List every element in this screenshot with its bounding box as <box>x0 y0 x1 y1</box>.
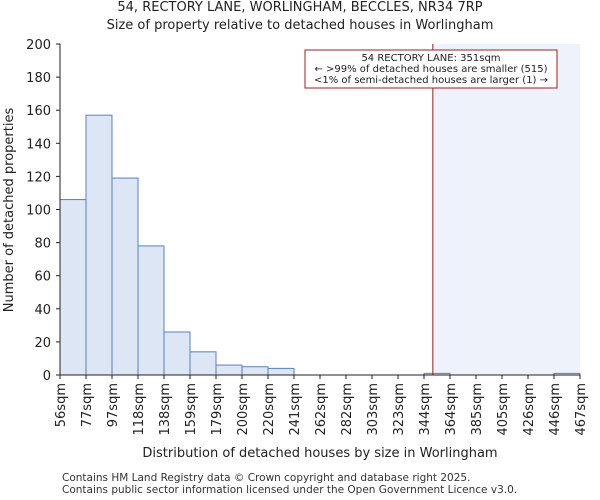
y-tick-label: 140 <box>26 137 51 152</box>
y-tick-label: 80 <box>34 237 51 252</box>
x-tick-label: 179sqm <box>210 383 225 436</box>
annotation-line-2: ← >99% of detached houses are smaller (5… <box>314 64 547 75</box>
x-tick-label: 118sqm <box>132 383 147 436</box>
x-tick-label: 303sqm <box>366 383 381 436</box>
x-tick-label: 159sqm <box>184 383 199 436</box>
bar-118sqm <box>137 245 165 376</box>
chart-subtitle: Size of property relative to detached ho… <box>106 18 494 33</box>
x-tick-label: 220sqm <box>262 383 277 436</box>
x-axis-label: Distribution of detached houses by size … <box>142 446 497 461</box>
annotation-line-3: <1% of semi-detached houses are larger (… <box>314 75 548 86</box>
bar-179sqm <box>215 364 243 376</box>
y-tick-label: 60 <box>34 270 51 285</box>
y-axis-label: Number of detached properties <box>2 108 17 313</box>
x-tick-label: 385sqm <box>470 383 485 436</box>
bar-138sqm <box>163 331 191 376</box>
y-tick-label: 0 <box>43 369 51 384</box>
x-tick-label: 138sqm <box>158 383 173 436</box>
chart-title: 54, RECTORY LANE, WORLINGHAM, BECCLES, N… <box>117 0 483 15</box>
annotation-line-1: 54 RECTORY LANE: 351sqm <box>361 53 500 64</box>
x-tick-label: 323sqm <box>392 383 407 436</box>
bar-77sqm <box>85 114 113 376</box>
x-tick-label: 77sqm <box>80 383 95 427</box>
x-tick-label: 262sqm <box>314 383 329 436</box>
x-tick-label: 446sqm <box>548 383 563 436</box>
y-tick-label: 180 <box>26 71 51 86</box>
bar-159sqm <box>189 351 217 376</box>
highlight-region <box>432 44 580 375</box>
footer-copyright: Contains HM Land Registry data © Crown c… <box>62 472 471 484</box>
x-tick-label: 364sqm <box>444 383 459 436</box>
y-tick-label: 120 <box>26 170 51 185</box>
annotation-box <box>304 49 558 89</box>
y-tick-label: 40 <box>34 303 51 318</box>
x-tick-label: 344sqm <box>418 383 433 436</box>
x-tick-label: 241sqm <box>288 383 303 436</box>
footer-licence: Contains public sector information licen… <box>62 484 518 496</box>
x-tick-label: 200sqm <box>236 383 251 436</box>
y-tick-label: 200 <box>26 38 51 53</box>
x-tick-label: 426sqm <box>522 383 537 436</box>
x-tick-label: 467sqm <box>574 383 589 436</box>
y-tick-label: 20 <box>34 336 51 351</box>
y-tick-label: 160 <box>26 104 51 119</box>
bar-97sqm <box>111 177 139 376</box>
bar-56sqm <box>59 199 87 376</box>
x-tick-label: 56sqm <box>54 383 69 427</box>
x-tick-label: 282sqm <box>340 383 355 436</box>
bar-220sqm <box>267 367 295 376</box>
bar-200sqm <box>241 366 269 376</box>
x-tick-label: 97sqm <box>106 383 121 427</box>
y-tick-label: 100 <box>26 204 51 219</box>
x-tick-label: 405sqm <box>496 383 511 436</box>
